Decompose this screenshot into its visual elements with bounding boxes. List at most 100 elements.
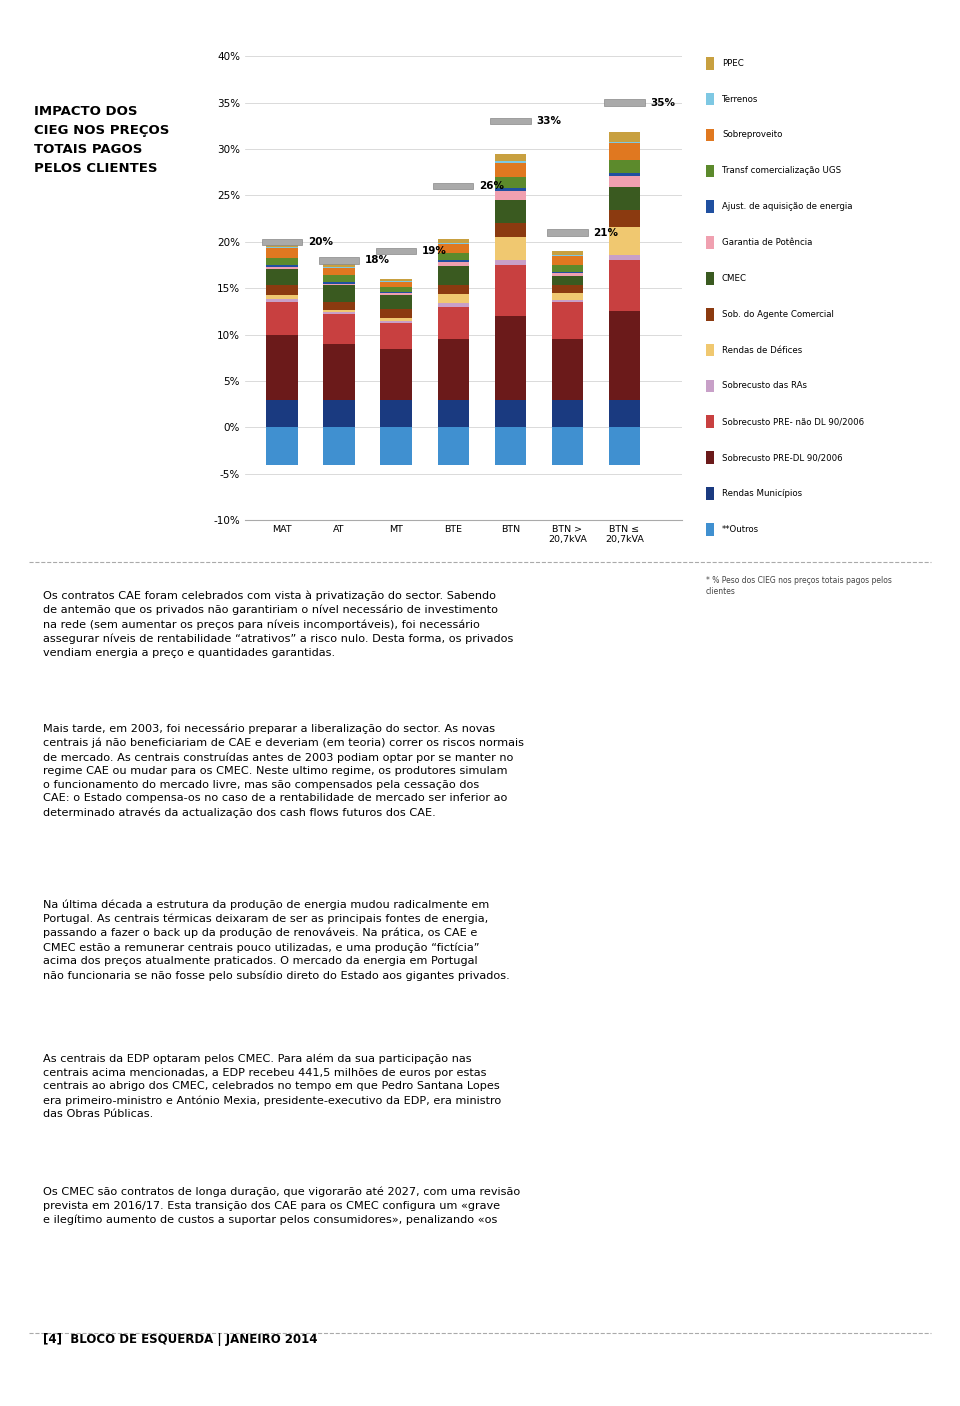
FancyBboxPatch shape	[376, 247, 417, 254]
Text: Os CMEC são contratos de longa duração, que vigorarão até 2027, com uma revisão
: Os CMEC são contratos de longa duração, …	[43, 1187, 520, 1225]
Bar	[494, 162, 526, 163]
Bar	[552, 256, 583, 264]
Bar	[380, 321, 412, 322]
FancyBboxPatch shape	[262, 239, 302, 245]
Bar	[266, 427, 298, 464]
Bar	[380, 281, 412, 287]
FancyBboxPatch shape	[490, 118, 531, 125]
Bar	[552, 285, 583, 292]
Text: Terrenos: Terrenos	[722, 94, 758, 104]
Bar	[609, 399, 640, 427]
Text: Sob. do Agente Comercial: Sob. do Agente Comercial	[722, 309, 834, 319]
Bar	[609, 132, 640, 142]
Bar	[552, 276, 583, 285]
Bar	[380, 399, 412, 427]
Bar	[438, 239, 468, 243]
Bar	[438, 399, 468, 427]
Text: Garantia de Potência: Garantia de Potência	[722, 238, 812, 247]
Text: [4]  BLOCO DE ESQUERDA | JANEIRO 2014: [4] BLOCO DE ESQUERDA | JANEIRO 2014	[43, 1333, 318, 1346]
Bar	[266, 249, 298, 257]
Text: **Outros: **Outros	[722, 524, 759, 534]
Bar	[380, 295, 412, 309]
Bar	[494, 238, 526, 260]
Bar	[324, 312, 354, 314]
Text: Ajust. de aquisição de energia: Ajust. de aquisição de energia	[722, 202, 852, 211]
Bar	[438, 294, 468, 304]
Bar	[552, 302, 583, 339]
Bar	[609, 187, 640, 211]
Bar	[438, 243, 468, 253]
Bar	[494, 224, 526, 238]
Bar	[552, 252, 583, 254]
Bar	[438, 284, 468, 294]
Text: Sobreproveito: Sobreproveito	[722, 131, 782, 139]
Text: 18%: 18%	[365, 256, 390, 266]
Bar	[552, 339, 583, 399]
Text: Sobrecusto das RAs: Sobrecusto das RAs	[722, 381, 807, 391]
Bar	[494, 316, 526, 399]
Bar	[609, 176, 640, 187]
Text: Rendas de Défices: Rendas de Défices	[722, 346, 803, 354]
Bar	[494, 163, 526, 177]
FancyBboxPatch shape	[319, 257, 359, 264]
Bar	[552, 271, 583, 273]
Bar	[609, 160, 640, 173]
Bar	[438, 307, 468, 339]
Bar	[324, 281, 354, 284]
Bar	[494, 200, 526, 224]
Bar	[266, 295, 298, 299]
Bar	[266, 302, 298, 335]
Text: 33%: 33%	[537, 117, 562, 127]
Bar	[266, 257, 298, 264]
Bar	[380, 427, 412, 464]
Bar	[324, 427, 354, 464]
Bar	[380, 318, 412, 321]
Bar	[380, 278, 412, 281]
Bar	[552, 273, 583, 276]
Text: Rendas Municípios: Rendas Municípios	[722, 489, 802, 498]
Bar	[609, 260, 640, 312]
Bar	[552, 427, 583, 464]
Text: Sobrecusto PRE- não DL 90/2006: Sobrecusto PRE- não DL 90/2006	[722, 418, 864, 426]
Bar	[438, 304, 468, 307]
Bar	[609, 226, 640, 254]
Bar	[324, 344, 354, 399]
Bar	[552, 292, 583, 301]
Text: 19%: 19%	[422, 246, 447, 256]
Bar	[380, 322, 412, 349]
Bar	[324, 314, 354, 344]
Bar	[380, 287, 412, 292]
Bar	[266, 267, 298, 269]
Text: Os contratos CAE foram celebrados com vista à privatização do sector. Sabendo
de: Os contratos CAE foram celebrados com vi…	[43, 591, 514, 658]
Bar	[609, 427, 640, 464]
Text: 35%: 35%	[651, 97, 676, 108]
FancyBboxPatch shape	[433, 183, 473, 190]
Bar	[609, 254, 640, 260]
Bar	[266, 399, 298, 427]
FancyBboxPatch shape	[604, 100, 645, 105]
Bar	[609, 211, 640, 226]
Bar	[266, 269, 298, 285]
Text: 26%: 26%	[479, 181, 504, 191]
Bar	[494, 399, 526, 427]
Bar	[494, 177, 526, 188]
Bar	[609, 173, 640, 176]
Bar	[266, 299, 298, 302]
FancyBboxPatch shape	[547, 229, 588, 236]
Bar	[494, 427, 526, 464]
Bar	[494, 188, 526, 191]
Bar	[266, 245, 298, 247]
Bar	[609, 143, 640, 160]
Bar	[266, 264, 298, 267]
Text: 20%: 20%	[308, 236, 333, 247]
Bar	[494, 191, 526, 200]
Bar	[552, 264, 583, 271]
Text: CMEC: CMEC	[722, 274, 747, 283]
Bar	[494, 264, 526, 316]
Bar	[494, 153, 526, 162]
Bar	[494, 260, 526, 264]
Bar	[266, 335, 298, 399]
Bar	[438, 260, 468, 263]
Bar	[324, 276, 354, 281]
Bar	[438, 253, 468, 260]
